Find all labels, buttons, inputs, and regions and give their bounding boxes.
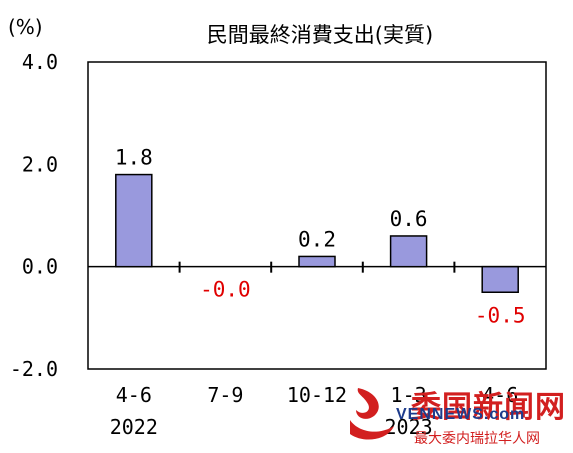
x-tick-label: 7-9 [207,383,243,407]
plot-area [87,61,547,370]
bar [115,173,153,268]
y-tick-label: -2.0 [10,357,58,381]
data-label: -0.5 [475,303,526,327]
watermark-url: VENNEWS.com [396,406,526,423]
x-tick-label: 1-3 [391,383,427,407]
data-label: 0.2 [298,227,336,251]
data-label: -0.0 [200,278,251,302]
x-tick-label: 4-6 [116,383,152,407]
y-tick-label: 0.0 [22,255,58,279]
y-tick-label: 4.0 [22,50,58,74]
bar [298,255,336,268]
bar [481,265,519,293]
x-tick-label: 10-12 [287,383,347,407]
bar [389,235,428,268]
watermark-logo-icon [350,388,394,440]
x-year-label: 2022 [110,415,158,439]
watermark: 委国新闻网 VENNEWS.com 最大委内瑞拉华人网 [340,380,572,452]
data-label: 0.6 [390,207,428,231]
y-unit-label: (%) [8,15,43,39]
y-tick-label: 2.0 [22,152,58,176]
x-tick-label: 4-6 [482,383,518,407]
watermark-main-text: 委国新闻网 [411,390,566,425]
watermark-sub-text: 最大委内瑞拉华人网 [414,431,540,447]
data-label: 1.8 [115,146,153,170]
chart-title: 民間最終消費支出(実質) [207,23,433,47]
